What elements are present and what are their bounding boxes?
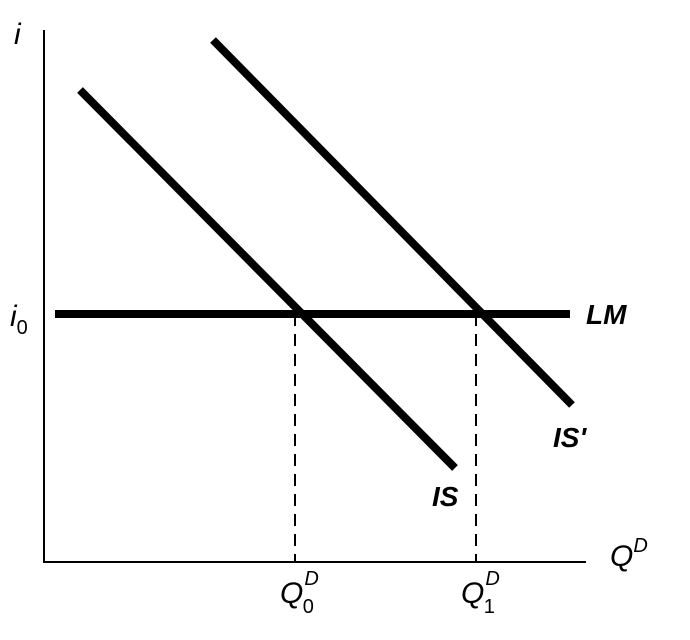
- q1-label: QD 1: [461, 568, 500, 618]
- y-axis-label: i: [14, 18, 22, 51]
- q0-sub: 0: [303, 596, 314, 618]
- x-axis-label: QD: [610, 535, 648, 573]
- is-prime-curve: [210, 37, 575, 408]
- q1-sub: 1: [484, 596, 495, 618]
- x-label-base: Q: [610, 540, 633, 573]
- q0-sup: D: [304, 568, 318, 590]
- is-curve: [77, 87, 458, 471]
- q1-sup: D: [485, 568, 499, 590]
- is-prime-label: IS': [553, 422, 587, 453]
- x-label-sup: D: [633, 535, 647, 557]
- i0-base: i: [10, 300, 18, 333]
- q0-base: Q: [280, 577, 303, 610]
- q1-base: Q: [461, 577, 484, 610]
- lm-label: LM: [586, 299, 627, 330]
- is-label: IS: [432, 481, 459, 512]
- i0-sub: 0: [17, 317, 28, 339]
- i0-label: i0: [10, 300, 28, 339]
- q0-label: QD 0: [280, 568, 319, 618]
